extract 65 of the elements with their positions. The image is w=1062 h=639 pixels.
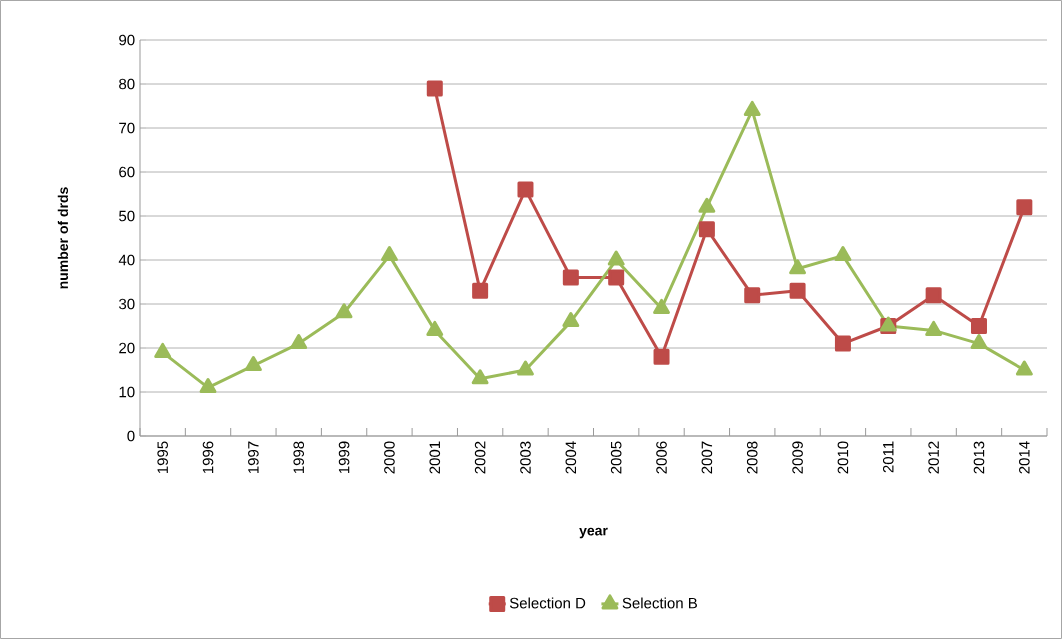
point [744, 287, 761, 304]
x-tick-label: 2006 [656, 441, 667, 474]
point [789, 282, 806, 299]
x-tick-label: 1997 [248, 441, 259, 474]
x-tick-label: 2003 [520, 441, 531, 474]
point [154, 342, 172, 358]
point [608, 269, 625, 286]
y-tick-label: 20 [119, 342, 135, 354]
y-axis-title: number of drds [57, 187, 69, 289]
point [472, 282, 489, 299]
point [653, 348, 670, 365]
x-tick-label: 2005 [610, 441, 622, 474]
x-tick-label: 2014 [1019, 441, 1030, 474]
x-axis-title: year [579, 527, 608, 539]
x-tick-label: 1995 [157, 441, 168, 474]
point [244, 356, 262, 372]
point [1016, 199, 1033, 216]
x-tick-label: 2013 [973, 441, 985, 474]
x-tick-label: 1999 [338, 441, 350, 474]
x-tick-label: 1996 [202, 441, 214, 474]
legend-label: Selection B [622, 597, 697, 609]
point [834, 246, 852, 262]
x-tick-label: 2000 [384, 441, 395, 474]
y-tick-label: 70 [119, 122, 135, 134]
y-tick-label: 50 [119, 210, 135, 222]
point [471, 369, 489, 385]
point [426, 320, 444, 336]
point [698, 221, 715, 238]
point [290, 334, 308, 350]
point [517, 181, 534, 198]
x-tick-label: 2009 [792, 441, 803, 474]
point [698, 197, 716, 213]
point [335, 303, 353, 319]
legend-label: Selection D [509, 597, 586, 609]
x-tick-label: 2002 [474, 441, 486, 474]
point [834, 335, 851, 352]
point [970, 318, 987, 334]
x-tick-label: 2001 [429, 441, 441, 474]
y-tick-label: 0 [127, 430, 135, 442]
y-tick-label: 90 [119, 34, 135, 46]
x-tick-label: 2011 [882, 441, 894, 473]
point [789, 259, 807, 275]
point [562, 312, 580, 328]
y-tick-label: 30 [119, 298, 135, 310]
x-tick-label: 2004 [565, 441, 577, 474]
point [925, 287, 942, 304]
point [607, 250, 625, 266]
x-tick-label: 1998 [293, 441, 305, 474]
y-tick-label: 40 [118, 254, 135, 266]
point [925, 320, 943, 336]
point [381, 246, 398, 262]
y-tick-label: 10 [119, 386, 135, 398]
x-tick-label: 2007 [701, 441, 713, 474]
point [426, 80, 443, 97]
point [517, 360, 534, 376]
x-tick-label: 2008 [746, 441, 758, 474]
x-tick-label: 2012 [928, 441, 939, 474]
x-tick-label: 2010 [837, 441, 849, 474]
y-tick-label: 80 [119, 78, 135, 90]
point [1015, 360, 1033, 376]
point [199, 378, 217, 394]
y-tick-label: 60 [119, 166, 135, 178]
point [653, 298, 670, 314]
point [970, 334, 988, 350]
point [562, 269, 579, 286]
